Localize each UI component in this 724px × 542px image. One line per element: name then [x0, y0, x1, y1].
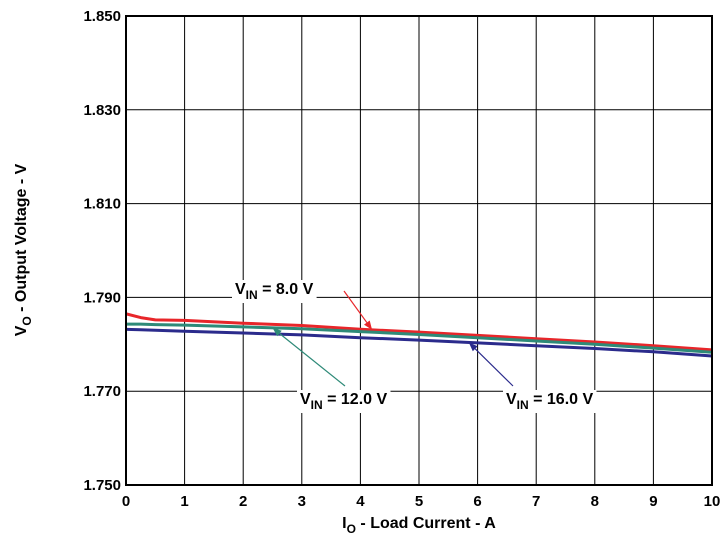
annotation-arrowhead — [364, 320, 373, 330]
annotation-background — [297, 390, 391, 413]
y-tick-label: 1.810 — [83, 196, 121, 213]
y-tick-label: 1.830 — [83, 102, 121, 119]
x-axis-title: IO - Load Current - A — [342, 515, 496, 536]
series-annotation-label: VIN = 12.0 V — [300, 391, 387, 412]
annotation-background — [503, 390, 597, 413]
x-tick-label: 0 — [122, 493, 130, 510]
annotation-arrow — [343, 290, 368, 323]
x-tick-label: 10 — [704, 493, 721, 510]
y-tick-label: 1.770 — [83, 383, 121, 400]
x-tick-label: 6 — [473, 493, 481, 510]
series-lines — [125, 312, 713, 358]
plot-frame — [125, 15, 713, 486]
series-line — [125, 312, 713, 352]
y-tick-labels: 1.750 1.770 1.790 1.810 1.830 1.850 — [83, 8, 121, 494]
series-annotation-label: VIN = 8.0 V — [235, 281, 314, 302]
annotation-arrow — [279, 333, 346, 387]
y-axis-title: VO - Output Voltage - V — [13, 163, 34, 336]
annotation-arrow — [474, 348, 514, 387]
annotation-arrowhead — [272, 327, 282, 337]
series-line — [125, 327, 713, 358]
y-tick-label: 1.750 — [83, 477, 121, 494]
x-tick-label: 1 — [180, 493, 188, 510]
x-tick-label: 7 — [532, 493, 540, 510]
x-tick-label: 4 — [356, 493, 365, 510]
x-tick-label: 9 — [649, 493, 657, 510]
y-tick-label: 1.850 — [83, 8, 121, 25]
x-tick-label: 3 — [298, 493, 306, 510]
series-annotation-label: VIN = 16.0 V — [506, 391, 593, 412]
x-tick-labels: 0 1 2 3 4 5 6 7 8 9 10 — [122, 493, 721, 510]
x-tick-label: 2 — [239, 493, 247, 510]
annotation-arrowhead — [468, 342, 478, 352]
annotations: VIN = 8.0 V VIN = 12.0 V VIN = 16.0 V — [232, 280, 597, 413]
y-tick-label: 1.790 — [83, 289, 121, 306]
x-tick-label: 8 — [591, 493, 599, 510]
annotation-background — [232, 280, 317, 303]
x-tick-label: 5 — [415, 493, 423, 510]
series-line — [126, 322, 713, 354]
